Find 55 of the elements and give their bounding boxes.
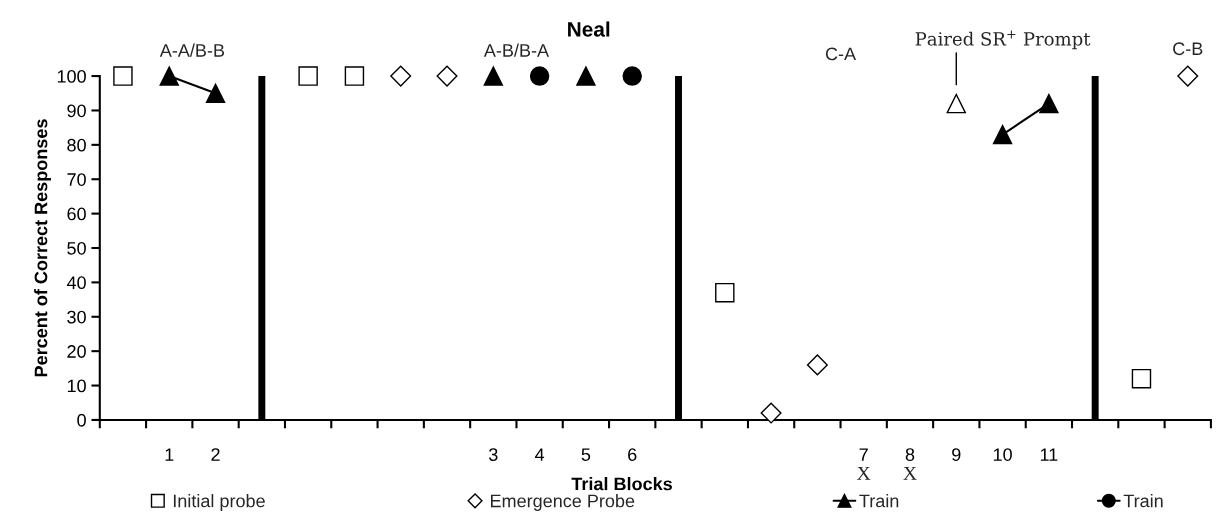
y-tick-label: 100 <box>57 70 86 83</box>
point <box>806 354 828 376</box>
y-axis-title: Percent of Correct Responses <box>34 119 51 377</box>
point <box>946 93 967 114</box>
point <box>390 65 412 87</box>
point <box>1131 368 1152 389</box>
x-tick-label: 8 <box>905 448 915 461</box>
legend-label: Emergence Probe <box>490 494 635 511</box>
point <box>483 66 504 86</box>
y-tick-label: 40 <box>66 276 86 290</box>
x-tick-label: 5 <box>581 448 591 461</box>
text: Paired SR$^{+}$ Prompt <box>915 30 1091 50</box>
text: A-B/B-A <box>483 43 550 57</box>
x-tick-label: 3 <box>488 448 498 461</box>
point <box>159 66 179 86</box>
x-axis-title: Trial Blocks <box>571 477 672 491</box>
legend-label: Initial probe <box>173 494 265 511</box>
legend-label: Train <box>1123 494 1163 508</box>
point <box>344 66 365 86</box>
point <box>1177 65 1199 87</box>
y-tick-label: 20 <box>67 345 86 358</box>
x-tick-label: 9 <box>952 448 961 461</box>
text: C-B <box>1173 42 1203 56</box>
point <box>529 66 550 86</box>
chart-title: Neal <box>568 21 610 37</box>
y-tick-label: 30 <box>67 310 86 324</box>
y-tick-label: 10 <box>67 379 86 393</box>
point <box>992 124 1013 145</box>
point <box>205 83 226 103</box>
text: C-A <box>825 47 857 61</box>
point <box>113 66 133 86</box>
text: A-A/B-B <box>159 43 225 57</box>
x-tick-label: 10 <box>993 448 1012 461</box>
y-tick-label: 0 <box>77 413 86 427</box>
point <box>436 65 458 87</box>
x-tick-label: 6 <box>628 448 637 461</box>
y-tick-label: 70 <box>67 173 86 186</box>
x-tick-label: 11 <box>1040 448 1058 461</box>
point <box>622 66 642 86</box>
y-tick-label: 50 <box>67 241 86 255</box>
legend-label: Train <box>859 494 899 508</box>
x-tick-label: 4 <box>535 448 545 461</box>
y-tick-label: 80 <box>67 138 86 152</box>
text: X <box>857 466 871 480</box>
point <box>760 402 782 424</box>
point <box>576 66 596 86</box>
x-tick-label: 7 <box>859 448 868 461</box>
y-tick-label: 90 <box>67 104 86 118</box>
point <box>715 282 735 303</box>
y-tick-label: 60 <box>67 207 86 221</box>
x-tick-label: 2 <box>211 448 220 461</box>
text: X <box>903 466 917 480</box>
point <box>298 66 318 86</box>
point <box>1039 93 1059 114</box>
x-tick-label: 1 <box>165 448 174 461</box>
